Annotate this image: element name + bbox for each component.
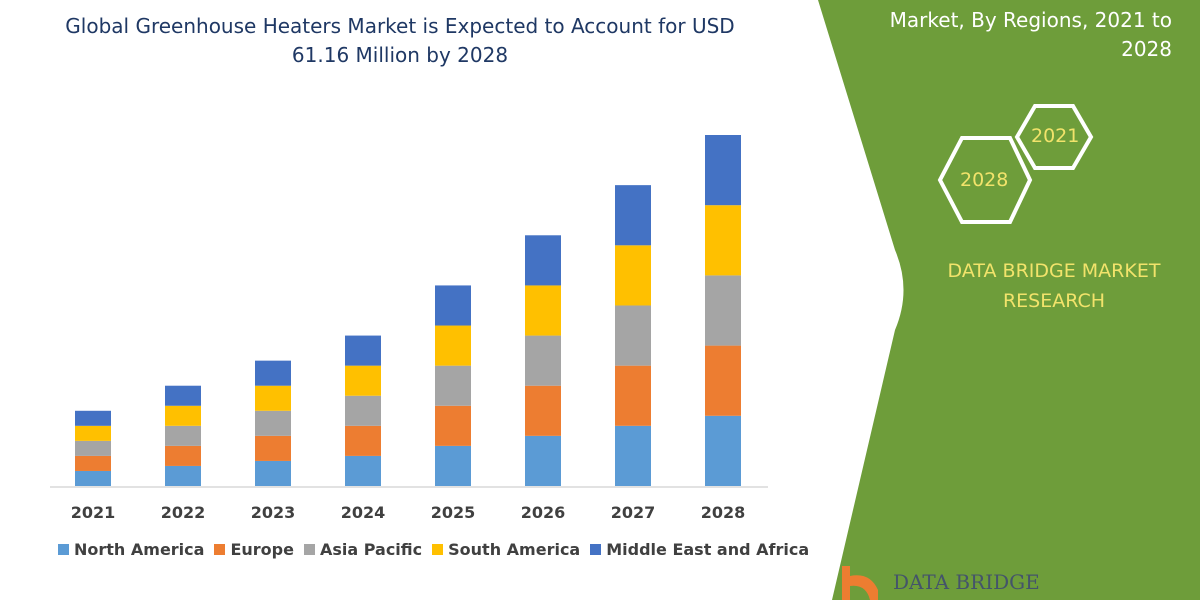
legend-swatch bbox=[58, 544, 69, 555]
bar-segment-2021-south-america bbox=[75, 425, 111, 441]
bar-segment-2025-south-america bbox=[435, 325, 471, 366]
hexagon-2021 bbox=[1014, 104, 1094, 170]
bar-segment-2022-middle-east-and-africa bbox=[165, 385, 201, 406]
legend-swatch bbox=[432, 544, 444, 555]
legend-item: Asia Pacific bbox=[303, 540, 423, 559]
bar-segment-2025-middle-east-and-africa bbox=[435, 285, 471, 326]
x-tick-label: 2023 bbox=[251, 503, 296, 522]
x-tick-label: 2024 bbox=[341, 503, 386, 522]
bar-segment-2024-asia-pacific bbox=[345, 395, 381, 426]
x-tick-label: 2026 bbox=[521, 503, 566, 522]
legend-item: Europe bbox=[214, 540, 294, 559]
legend-swatch bbox=[303, 544, 315, 555]
bar-segment-2027-europe bbox=[615, 365, 651, 426]
legend-label: South America bbox=[448, 540, 581, 559]
bar-segment-2026-asia-pacific bbox=[525, 335, 561, 386]
logo-text: DATA BRIDGE bbox=[893, 570, 1040, 594]
legend-label: Asia Pacific bbox=[319, 540, 423, 559]
bar-segment-2021-europe bbox=[75, 455, 111, 471]
bar-segment-2022-europe bbox=[165, 445, 201, 466]
bar-segment-2028-middle-east-and-africa bbox=[705, 135, 741, 206]
bar-segment-2026-europe bbox=[525, 385, 561, 436]
bar-segment-2027-middle-east-and-africa bbox=[615, 185, 651, 246]
bar-segment-2023-middle-east-and-africa bbox=[255, 360, 291, 386]
chart-title: Global Greenhouse Heaters Market is Expe… bbox=[65, 14, 735, 67]
x-tick-label: 2028 bbox=[701, 503, 746, 522]
bar-segment-2022-south-america bbox=[165, 405, 201, 426]
bar-segment-2025-europe bbox=[435, 405, 471, 446]
bar-segment-2028-asia-pacific bbox=[705, 275, 741, 346]
bar-segment-2028-south-america bbox=[705, 205, 741, 276]
bar-segment-2025-north-america bbox=[435, 445, 471, 486]
panel-title: Market, By Regions, 2021 to 2028 bbox=[889, 8, 1172, 61]
bar-segment-2021-middle-east-and-africa bbox=[75, 410, 111, 426]
bar-segment-2026-south-america bbox=[525, 285, 561, 336]
bar-segment-2024-north-america bbox=[345, 455, 381, 486]
bar-segment-2023-asia-pacific bbox=[255, 410, 291, 436]
bar-segment-2023-south-america bbox=[255, 385, 291, 411]
bar-segment-2021-asia-pacific bbox=[75, 440, 111, 456]
bar-segment-2024-south-america bbox=[345, 365, 381, 396]
hex-label-2028: 2028 bbox=[960, 169, 1009, 191]
x-tick-label: 2021 bbox=[71, 503, 116, 522]
bar-segment-2027-north-america bbox=[615, 425, 651, 486]
hex-label-2021: 2021 bbox=[1031, 125, 1080, 147]
bar-segment-2026-north-america bbox=[525, 435, 561, 486]
bar-segment-2022-north-america bbox=[165, 465, 201, 486]
hexagon-2028 bbox=[937, 136, 1033, 224]
legend-item: South America bbox=[432, 540, 580, 559]
legend-item: Middle East and Africa bbox=[590, 540, 809, 559]
bar-segment-2024-europe bbox=[345, 425, 381, 456]
bar-segment-2027-south-america bbox=[615, 245, 651, 306]
legend-swatch bbox=[214, 544, 226, 555]
legend: North America Europe Asia Pacific South Ame… bbox=[58, 540, 809, 559]
legend-label: Europe bbox=[230, 540, 294, 559]
bar-segment-2024-middle-east-and-africa bbox=[345, 335, 381, 366]
legend-swatch bbox=[590, 544, 602, 555]
bar-segment-2028-north-america bbox=[705, 415, 741, 486]
bar-segment-2027-asia-pacific bbox=[615, 305, 651, 366]
logo-icon bbox=[842, 566, 878, 600]
legend-item: North America bbox=[58, 540, 204, 559]
bar-segment-2021-north-america bbox=[75, 470, 111, 486]
bar-segment-2028-europe bbox=[705, 345, 741, 416]
legend-label: Middle East and Africa bbox=[606, 540, 810, 559]
bar-segment-2026-middle-east-and-africa bbox=[525, 235, 561, 286]
bar-segment-2023-europe bbox=[255, 435, 291, 461]
bar-segment-2023-north-america bbox=[255, 460, 291, 486]
bar-segment-2022-asia-pacific bbox=[165, 425, 201, 446]
brand-name: DATA BRIDGE MARKET RESEARCH bbox=[947, 260, 1161, 312]
green-panel-background bbox=[818, 0, 1200, 600]
bar-segment-2025-asia-pacific bbox=[435, 365, 471, 406]
legend-label: North America bbox=[74, 540, 205, 559]
stacked-bar-chart: 2021 2022 2023 2024 2025 2026 2027 2028 bbox=[50, 135, 768, 522]
x-tick-label: 2025 bbox=[431, 503, 476, 522]
x-tick-label: 2022 bbox=[161, 503, 206, 522]
x-tick-label: 2027 bbox=[611, 503, 656, 522]
